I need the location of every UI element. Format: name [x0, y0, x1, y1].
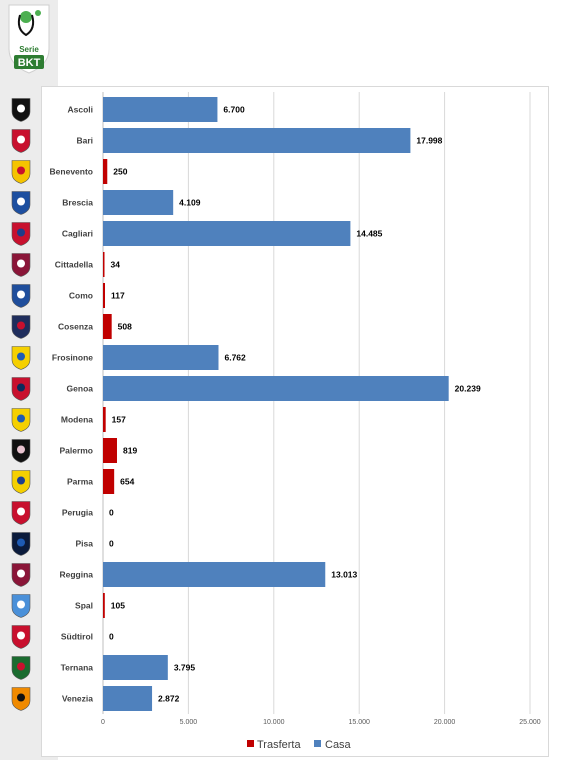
bar-ascoli — [103, 97, 218, 122]
legend-swatch-casa — [314, 740, 321, 747]
value-label: 508 — [118, 322, 132, 332]
category-label: Perugia — [62, 508, 93, 518]
value-label: 0 — [109, 632, 114, 642]
bar-brescia — [103, 190, 174, 215]
x-tick-label: 10.000 — [263, 719, 285, 726]
bar-cittadella — [103, 252, 105, 277]
genoa-badge-icon — [11, 377, 31, 401]
value-label: 13.013 — [331, 570, 357, 580]
value-label: 819 — [123, 446, 137, 456]
como-badge-icon — [11, 284, 31, 308]
bar-genoa — [103, 376, 449, 401]
category-labels: Ascoli Bari Benevento Brescia Cagliari Cittad… — [50, 105, 94, 704]
value-label: 250 — [113, 167, 127, 177]
pisa-badge-icon — [11, 532, 31, 556]
reggina-badge-icon — [11, 563, 31, 587]
bar-benevento — [103, 159, 108, 184]
bar-cosenza — [103, 314, 112, 339]
cosenza-badge-icon — [11, 315, 31, 339]
x-tick-label: 20.000 — [434, 719, 456, 726]
x-tick-label: 5.000 — [180, 719, 198, 726]
x-axis-ticks: 0 5.000 10.000 15.000 20.000 25.000 — [101, 719, 541, 726]
bar-frosinone — [103, 345, 219, 370]
sudtirol-badge-icon — [11, 625, 31, 649]
category-label: Como — [69, 291, 93, 301]
value-label: 654 — [120, 477, 134, 487]
frosinone-badge-icon — [11, 346, 31, 370]
bar-reggina — [103, 562, 326, 587]
category-label: Frosinone — [52, 353, 93, 363]
bar-ternana — [103, 655, 168, 680]
value-label: 157 — [112, 415, 126, 425]
benevento-badge-icon — [11, 160, 31, 184]
category-label: Ternana — [61, 663, 94, 673]
category-label: Ascoli — [67, 105, 93, 115]
team-badges — [11, 98, 31, 711]
value-label: 0 — [109, 539, 114, 549]
category-label: Pisa — [76, 539, 94, 549]
bar-spal — [103, 593, 105, 618]
perugia-badge-icon — [11, 501, 31, 525]
value-label: 6.700 — [223, 105, 245, 115]
serie-bkt-logo: Serie BKT — [5, 3, 53, 75]
category-label: Benevento — [50, 167, 93, 177]
ascoli-badge-icon — [11, 98, 31, 122]
value-label: 6.762 — [224, 353, 246, 363]
value-label: 105 — [111, 601, 125, 611]
bar-modena — [103, 407, 106, 432]
category-label: Spal — [75, 601, 93, 611]
category-label: Reggina — [59, 570, 93, 580]
modena-badge-icon — [11, 408, 31, 432]
legend-label-casa: Casa — [325, 739, 352, 751]
value-label: 2.872 — [158, 694, 180, 704]
x-tick-label: 25.000 — [519, 719, 541, 726]
value-label: 4.109 — [179, 198, 201, 208]
spal-badge-icon — [11, 594, 31, 618]
category-label: Genoa — [67, 384, 94, 394]
value-label: 0 — [109, 508, 114, 518]
category-label: Venezia — [62, 694, 93, 704]
value-label: 117 — [111, 291, 125, 301]
category-label: Cagliari — [62, 229, 93, 239]
gridlines — [102, 92, 531, 714]
category-label: Bari — [76, 136, 93, 146]
bar-cagliari — [103, 221, 351, 246]
ternana-badge-icon — [11, 656, 31, 680]
value-label: 17.998 — [416, 136, 442, 146]
bars — [103, 97, 449, 711]
venezia-badge-icon — [11, 687, 31, 711]
bar-palermo — [103, 438, 117, 463]
bar-bari — [103, 128, 411, 153]
x-tick-label: 0 — [101, 719, 105, 726]
logo-brand-text: BKT — [18, 57, 41, 69]
legend-label-trasferta: Trasferta — [257, 739, 301, 751]
bar-venezia — [103, 686, 153, 711]
value-label: 3.795 — [174, 663, 196, 673]
category-label: Cittadella — [55, 260, 94, 270]
category-label: Cosenza — [58, 322, 93, 332]
logo-top-text: Serie — [19, 45, 39, 54]
category-label: Modena — [61, 415, 93, 425]
cittadella-badge-icon — [11, 253, 31, 277]
category-label: Brescia — [62, 198, 93, 208]
value-label: 14.485 — [356, 229, 382, 239]
x-tick-label: 15.000 — [348, 719, 370, 726]
category-label: Palermo — [59, 446, 93, 456]
category-label: Parma — [67, 477, 93, 487]
brescia-badge-icon — [11, 191, 31, 215]
cagliari-badge-icon — [11, 222, 31, 246]
bar-parma — [103, 469, 115, 494]
palermo-badge-icon — [11, 439, 31, 463]
bar-como — [103, 283, 105, 308]
legend: Trasferta Casa — [247, 739, 352, 751]
value-labels: 6.700 17.998 250 4.109 14.485 34 117 508 6.762 20… — [109, 105, 481, 704]
parma-badge-icon — [11, 470, 31, 494]
value-label: 20.239 — [455, 384, 481, 394]
bari-badge-icon — [11, 129, 31, 153]
value-label: 34 — [111, 260, 121, 270]
category-label: Südtirol — [61, 632, 93, 642]
legend-swatch-trasferta — [247, 740, 254, 747]
